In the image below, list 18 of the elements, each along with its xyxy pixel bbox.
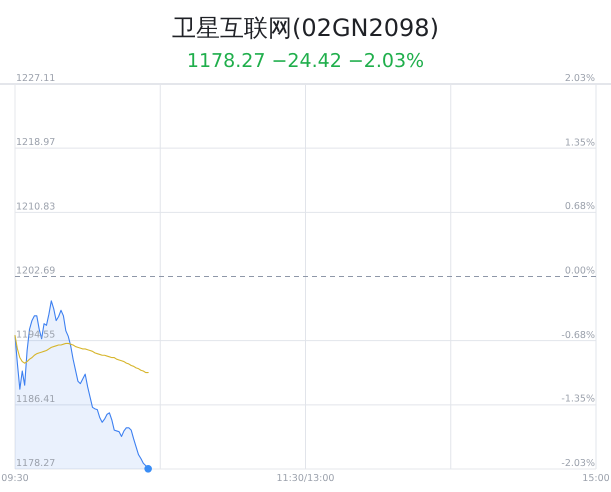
y2-tick-label: 0.00% bbox=[564, 266, 595, 276]
x-tick-label: 15:00 bbox=[582, 473, 610, 484]
y2-tick-label: 2.03% bbox=[564, 73, 595, 84]
y-tick-label: 1227.11 bbox=[16, 73, 56, 84]
y2-tick-label: -1.35% bbox=[561, 394, 595, 405]
y-tick-label: 1210.83 bbox=[16, 201, 56, 212]
chart-title: 卫星互联网(02GN2098) bbox=[172, 14, 439, 42]
y2-tick-label: 0.68% bbox=[564, 201, 595, 212]
y2-tick-label: 1.35% bbox=[564, 137, 595, 148]
y-tick-label: 1202.69 bbox=[16, 266, 56, 276]
y2-tick-label: -2.03% bbox=[561, 458, 595, 469]
y-tick-label: 1218.97 bbox=[16, 137, 56, 148]
y2-tick-label: -0.68% bbox=[561, 330, 595, 341]
x-tick-label: 09:30 bbox=[1, 473, 29, 484]
y-tick-label: 1186.41 bbox=[16, 394, 56, 405]
y-tick-label: 1178.27 bbox=[16, 458, 56, 469]
x-tick-label: 11:30/13:00 bbox=[276, 473, 334, 484]
chart-subtitle: 1178.27 −24.42 −2.03% bbox=[186, 50, 424, 72]
